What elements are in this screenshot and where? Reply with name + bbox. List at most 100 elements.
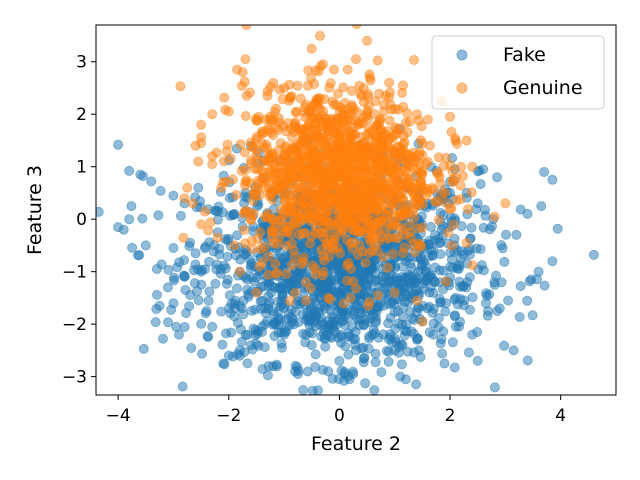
scatter-point-fake	[277, 278, 288, 289]
scatter-point-fake	[211, 264, 222, 275]
scatter-point-genuine	[263, 208, 274, 219]
legend-label-fake: Fake	[503, 44, 546, 66]
scatter-point-genuine	[239, 224, 250, 235]
scatter-point-genuine	[196, 119, 207, 130]
scatter-point-fake	[196, 318, 207, 329]
scatter-point-fake	[193, 182, 204, 193]
y-axis-ticks: −3 −2 −1 0 1 2 3	[62, 53, 96, 388]
scatter-point-fake	[508, 345, 519, 356]
scatter-point-fake	[527, 310, 538, 321]
scatter-point-fake	[196, 348, 207, 359]
scatter-point-fake	[439, 358, 450, 369]
x-tick-label: 0	[334, 406, 345, 426]
scatter-point-fake	[438, 265, 449, 276]
scatter-point-genuine	[334, 248, 345, 259]
scatter-point-genuine	[382, 262, 393, 273]
scatter-point-genuine	[461, 135, 472, 146]
scatter-point-fake	[480, 298, 491, 309]
scatter-point-genuine	[357, 153, 368, 164]
scatter-point-genuine	[313, 211, 324, 222]
scatter-point-genuine	[348, 122, 359, 133]
scatter-point-genuine	[345, 292, 356, 303]
scatter-point-genuine	[277, 94, 288, 105]
scatter-point-fake	[399, 296, 410, 307]
scatter-point-fake	[402, 273, 413, 284]
scatter-point-fake	[210, 278, 221, 289]
scatter-point-fake	[340, 310, 351, 321]
scatter-point-fake	[472, 198, 483, 209]
scatter-point-genuine	[346, 85, 357, 96]
scatter-point-fake	[234, 345, 245, 356]
scatter-point-genuine	[309, 109, 320, 120]
scatter-point-genuine	[293, 146, 304, 157]
scatter-point-genuine	[417, 316, 428, 327]
scatter-point-genuine	[466, 187, 477, 198]
scatter-point-genuine	[281, 268, 292, 279]
scatter-point-fake	[466, 222, 477, 233]
scatter-point-genuine	[178, 232, 189, 243]
scatter-point-fake	[478, 265, 489, 276]
scatter-point-genuine	[422, 183, 433, 194]
scatter-point-fake	[539, 166, 550, 177]
scatter-point-fake	[503, 295, 514, 306]
scatter-point-genuine	[409, 247, 420, 258]
scatter-point-genuine	[379, 153, 390, 164]
scatter-point-genuine	[443, 227, 454, 238]
scatter-point-genuine	[193, 156, 204, 167]
scatter-point-fake	[408, 347, 419, 358]
scatter-point-genuine	[263, 125, 274, 136]
scatter-point-genuine	[456, 161, 467, 172]
y-tick-label: −2	[62, 315, 87, 335]
scatter-point-fake	[539, 280, 550, 291]
scatter-point-genuine	[378, 252, 389, 263]
scatter-point-fake	[437, 348, 448, 359]
scatter-point-genuine	[367, 230, 378, 241]
scatter-point-fake	[113, 139, 124, 150]
scatter-point-fake	[391, 276, 402, 287]
scatter-point-genuine	[462, 204, 473, 215]
scatter-point-genuine	[461, 237, 472, 248]
scatter-point-fake	[370, 357, 381, 368]
x-tick-label: 4	[555, 406, 566, 426]
scatter-point-genuine	[257, 257, 268, 268]
scatter-point-fake	[190, 248, 201, 259]
scatter-point-fake	[306, 340, 317, 351]
scatter-point-fake	[336, 331, 347, 342]
scatter-point-fake	[278, 302, 289, 313]
legend-label-genuine: Genuine	[503, 77, 583, 99]
scatter-point-fake	[168, 298, 179, 309]
scatter-point-genuine	[235, 139, 246, 150]
scatter-point-fake	[412, 333, 423, 344]
scatter-point-fake	[320, 333, 331, 344]
scatter-point-genuine	[200, 206, 211, 217]
scatter-point-genuine	[306, 43, 317, 54]
scatter-point-fake	[150, 317, 161, 328]
scatter-point-fake	[552, 223, 563, 234]
scatter-point-genuine	[349, 167, 360, 178]
scatter-point-fake	[245, 340, 256, 351]
scatter-point-fake	[157, 333, 168, 344]
scatter-point-genuine	[298, 173, 309, 184]
scatter-point-genuine	[239, 76, 250, 87]
scatter-point-genuine	[363, 300, 374, 311]
scatter-point-fake	[223, 350, 234, 361]
y-tick-label: −3	[62, 368, 87, 388]
scatter-point-fake	[173, 329, 184, 340]
plot-frame	[95, 24, 617, 396]
scatter-point-fake	[262, 370, 273, 381]
scatter-point-fake	[339, 368, 350, 379]
scatter-point-genuine	[289, 252, 300, 263]
scatter-point-genuine	[411, 109, 422, 120]
scatter-point-genuine	[267, 114, 278, 125]
scatter-point-genuine	[315, 61, 326, 72]
scatter-point-fake	[179, 255, 190, 266]
scatter-point-fake	[449, 362, 460, 373]
scatter-point-genuine	[441, 152, 452, 163]
scatter-point-genuine	[255, 244, 266, 255]
scatter-point-genuine	[239, 147, 250, 158]
scatter-point-genuine	[323, 292, 334, 303]
scatter-point-fake	[229, 208, 240, 219]
scatter-point-fake	[307, 385, 318, 395]
scatter-point-genuine	[367, 129, 378, 140]
